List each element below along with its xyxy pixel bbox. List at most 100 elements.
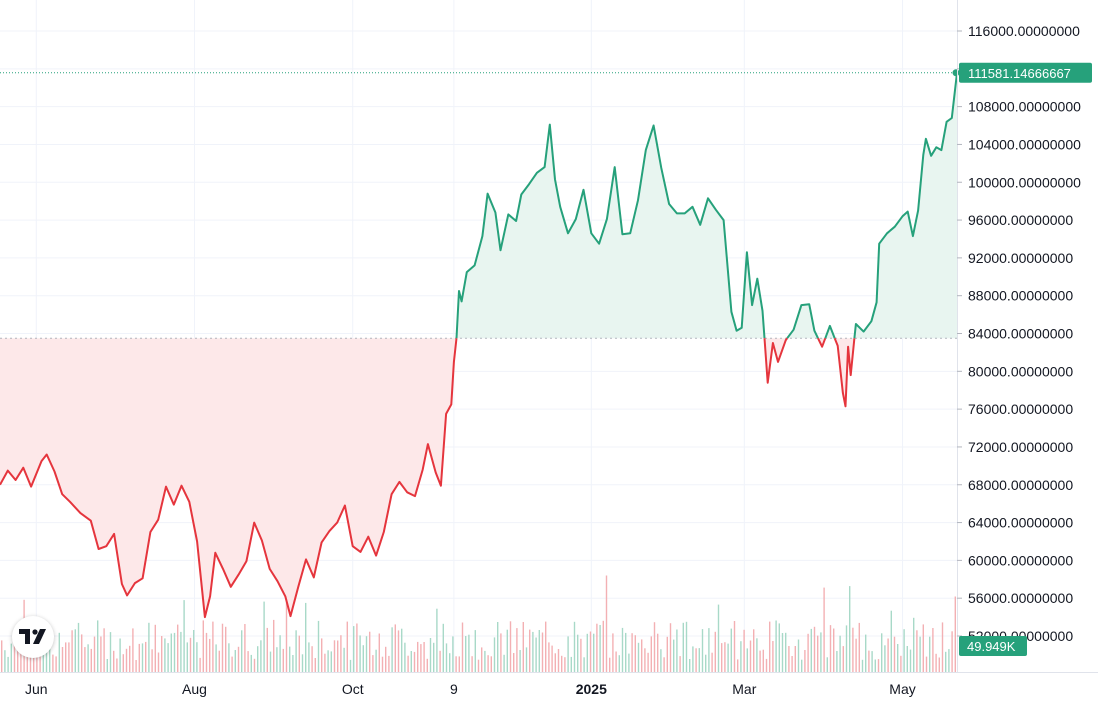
x-tick-label-6: May [889,681,915,697]
y-tick-label-10: 76000.00000000 [968,401,1073,417]
volume-bar [554,653,556,672]
volume-bar [941,622,944,672]
volume-bar [378,633,380,672]
volume-bar [84,647,86,672]
y-tick-label-14: 60000.00000000 [968,552,1073,568]
volume-bar [7,656,9,672]
y-tick-label-9: 80000.00000000 [968,363,1073,379]
price-axis[interactable]: 116000.00000000112000.00000000108000.000… [957,23,1081,644]
volume-bar [77,622,80,672]
volume-bar [410,651,412,672]
volume-bar [167,643,169,672]
volume-bar [916,630,918,672]
volume-bar [157,652,160,672]
volume-bar [215,644,217,672]
volume-bar [305,602,307,672]
volume-bar [513,653,515,672]
x-tick-label-0: Jun [25,681,48,697]
volume-bar [269,651,272,672]
x-tick-label-4: 2025 [576,681,607,697]
volume-bar [583,657,585,672]
volume-bar [333,640,336,672]
volume-bar [129,645,131,672]
volume-bar [381,656,384,672]
volume-bar [317,620,320,672]
volume-bar [599,625,601,672]
volume-bar [589,631,592,672]
volume-bar [753,629,755,672]
volume-bar [525,647,528,672]
tradingview-logo[interactable] [12,616,54,658]
volume-bar [65,642,67,672]
volume-bar [596,623,598,672]
volume-bar [106,659,108,672]
volume-bar [746,648,748,672]
volume-bar [173,632,176,672]
volume-bar [945,651,947,672]
volume-bar [673,639,675,672]
up-fill-area-5 [825,325,835,339]
x-tick-label-3: 9 [450,681,458,697]
volume-bar [669,623,672,672]
volume-bar [509,621,512,672]
volume-bar [170,633,172,672]
volume-bar [330,651,332,672]
volume-bar [225,626,227,672]
volume-bar [237,646,240,672]
volume-bar [954,596,956,672]
volume-bar [228,643,230,672]
volume-bar [247,651,249,672]
volume-bar [263,601,265,672]
volume-bar [849,586,851,672]
volume-bar [637,642,640,672]
volume-bar [711,652,713,672]
volume-bar [769,621,771,672]
volume-bar [388,655,390,672]
volume-bar [845,625,848,672]
volume-bar [701,629,704,672]
x-tick-label-5: Mar [732,681,756,697]
volume-bar [74,629,76,672]
volume-bar [506,629,508,672]
volume-bar [413,651,416,672]
volume-bar [234,650,236,672]
volume-bar [666,636,668,672]
y-tick-label-8: 84000.00000000 [968,326,1073,342]
volume-bar [679,656,681,672]
volume-bar [45,641,48,672]
volume-bar [337,640,339,672]
volume-bar [906,646,908,672]
volume-bar [580,638,582,672]
volume-bar [612,633,614,672]
time-axis[interactable]: Jun Aug Oct 9 2025 Mar May [25,681,916,697]
volume-bar [791,656,793,672]
volume-bar [529,629,531,672]
y-tick-label-4: 100000.00000000 [968,174,1081,190]
volume-bar [125,648,128,672]
volume-bar [420,644,422,672]
volume-bar [113,650,115,672]
volume-bar [759,650,761,672]
volume-bar [362,645,364,672]
volume-bar [461,622,464,672]
volume-bar [919,636,921,672]
volume-bar [900,655,902,672]
volume-bar [401,628,403,672]
volume-bar [292,655,294,672]
volume-bar [778,623,780,672]
volume-bar [468,634,470,672]
volume-bar [497,622,499,672]
volume-bar [484,650,486,672]
y-tick-label-5: 96000.00000000 [968,212,1073,228]
volume-bar [68,642,70,672]
volume-bar [538,630,540,672]
volume-bar [455,656,457,672]
volume-bar [532,631,534,672]
volume-bar [935,653,937,672]
volume-bar [951,631,953,672]
volume-bar [141,643,144,672]
volume-bar [327,650,329,672]
volume-bar [772,641,774,672]
